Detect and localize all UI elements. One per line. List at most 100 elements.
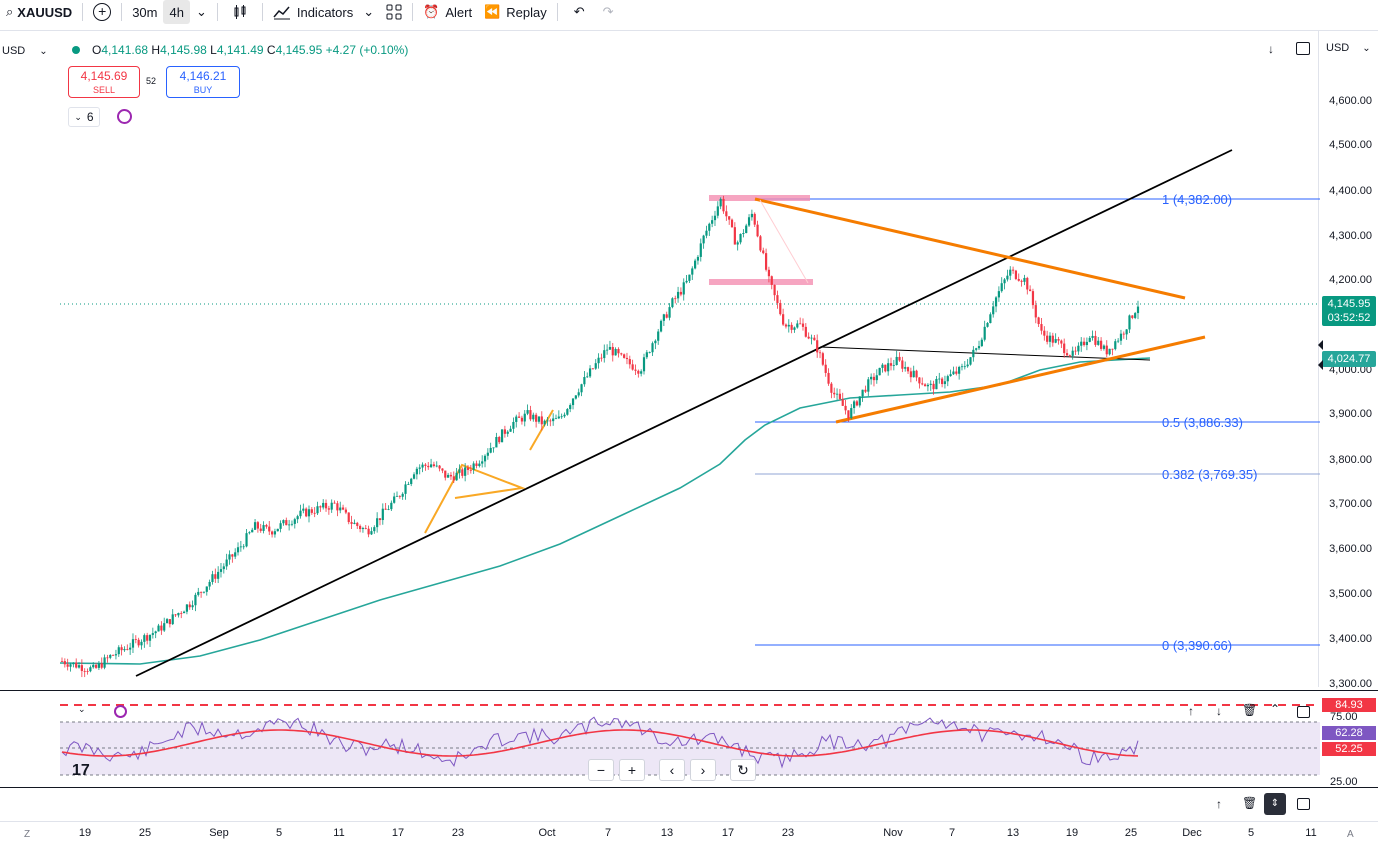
zoom-out-button[interactable]: − bbox=[588, 759, 614, 781]
pane-move-down-icon[interactable]: ↓ bbox=[1216, 704, 1222, 718]
alert-button[interactable]: ⏰ Alert bbox=[417, 0, 478, 24]
pane-maximize-icon[interactable] bbox=[1297, 706, 1310, 718]
date-tick: Nov bbox=[883, 827, 903, 839]
candle-body bbox=[461, 469, 464, 476]
candle-body bbox=[395, 495, 399, 497]
open-value: 4,141.68 bbox=[101, 43, 149, 57]
timezone-icon[interactable]: Z bbox=[24, 829, 31, 840]
auto-scale-button[interactable]: A bbox=[1347, 829, 1354, 840]
chart-type-button[interactable] bbox=[222, 0, 258, 24]
replay-button[interactable]: ⏪ Replay bbox=[478, 0, 553, 24]
bar-countdown: 03:52:52 bbox=[1327, 312, 1371, 324]
date-tick: 19 bbox=[78, 827, 92, 839]
candle-body bbox=[904, 367, 907, 369]
candle-body bbox=[796, 323, 799, 328]
candle-body bbox=[1088, 337, 1091, 342]
candle-body bbox=[997, 291, 1000, 298]
layouts-button[interactable] bbox=[380, 0, 408, 24]
candle-body bbox=[1026, 277, 1029, 290]
interval-4h[interactable]: 4h bbox=[163, 0, 190, 24]
candle-body bbox=[943, 381, 947, 385]
candle-body bbox=[512, 421, 515, 429]
candle-body bbox=[694, 260, 697, 269]
candle-body bbox=[1094, 335, 1097, 345]
candle-body bbox=[407, 484, 410, 485]
legend-dot bbox=[72, 46, 80, 54]
currency-select[interactable]: USD ⌄ bbox=[2, 42, 54, 60]
candle-body bbox=[126, 649, 129, 650]
candle-body bbox=[378, 518, 382, 521]
fullscreen-icon[interactable] bbox=[1296, 42, 1310, 55]
candle-body bbox=[219, 569, 223, 572]
candle-body bbox=[469, 469, 472, 471]
candle-body bbox=[441, 468, 444, 471]
price-chart[interactable]: 1 (4,382.00) 0.5 (3,886.33) 0.382 (3,769… bbox=[0, 60, 1320, 690]
rsi-chart[interactable]: 17 bbox=[0, 691, 1320, 787]
candle-body bbox=[722, 198, 725, 212]
date-tick: 5 bbox=[275, 827, 283, 839]
candle-body bbox=[97, 663, 101, 668]
rsi-collapse-icon[interactable]: ⌄ bbox=[78, 704, 86, 714]
candle-body bbox=[938, 378, 941, 380]
date-tick: Dec bbox=[1182, 827, 1202, 839]
download-icon[interactable]: ↓ bbox=[1268, 42, 1274, 56]
indicators-collapse-button[interactable]: ⌄ 6 bbox=[68, 107, 100, 127]
rsi-sync-icon[interactable] bbox=[114, 705, 127, 718]
candle-body bbox=[960, 366, 964, 368]
rsi-ma-line bbox=[61, 729, 1139, 757]
candle-body bbox=[341, 507, 345, 510]
candle-body bbox=[708, 223, 711, 231]
indicators-button[interactable]: Indicators ⌄ bbox=[267, 0, 380, 24]
pane-delete-icon[interactable]: 🗑 bbox=[1242, 703, 1258, 717]
indicators-label: Indicators bbox=[296, 4, 354, 20]
candle-body bbox=[1065, 353, 1069, 356]
reset-chart-button[interactable]: ↻ bbox=[730, 759, 756, 781]
candle-body bbox=[83, 670, 86, 672]
candle-body bbox=[1043, 330, 1046, 336]
candle-body bbox=[858, 396, 861, 406]
symbol-search[interactable]: ⌕ XAUUSD bbox=[0, 0, 78, 24]
compare-button[interactable]: + bbox=[87, 0, 117, 24]
candle-body bbox=[404, 484, 407, 494]
ascending-trendline bbox=[835, 335, 1206, 424]
candle-body bbox=[818, 352, 822, 354]
scroll-right-button[interactable]: › bbox=[690, 759, 716, 781]
candle-body bbox=[918, 377, 921, 384]
pane-move-up-icon[interactable]: ↑ bbox=[1188, 704, 1194, 718]
candle-body bbox=[432, 464, 436, 467]
candle-body bbox=[486, 452, 489, 456]
candle-body bbox=[887, 363, 890, 372]
candle-body bbox=[716, 206, 719, 216]
buy-button[interactable]: 4,146.21 BUY bbox=[166, 66, 240, 98]
candle-body bbox=[165, 619, 169, 624]
price-tick: 3,600.00 bbox=[1329, 543, 1372, 555]
candle-body bbox=[742, 233, 745, 234]
interval-dropdown[interactable]: ⌄ bbox=[190, 0, 213, 24]
candle-body bbox=[1102, 345, 1106, 349]
redo-button[interactable]: ↷ bbox=[597, 0, 620, 24]
candle-body bbox=[878, 367, 881, 376]
candle-body bbox=[810, 337, 813, 339]
candle-body bbox=[143, 635, 146, 642]
zoom-in-button[interactable]: + bbox=[619, 759, 645, 781]
candle-body bbox=[972, 349, 975, 358]
pane2-move-up-icon[interactable]: ↑ bbox=[1216, 797, 1222, 811]
pane2-delete-icon[interactable]: 🗑 bbox=[1242, 796, 1258, 810]
interval-30m[interactable]: 30m bbox=[132, 4, 158, 20]
axis-currency-select[interactable]: USD ⌄ bbox=[1326, 42, 1371, 54]
candle-body bbox=[861, 389, 864, 397]
price-tick: 3,400.00 bbox=[1329, 633, 1372, 645]
candle-body bbox=[671, 298, 674, 308]
separator bbox=[261, 3, 263, 21]
sync-icon[interactable] bbox=[117, 109, 132, 124]
search-icon: ⌕ bbox=[6, 4, 14, 19]
axis-divider bbox=[1318, 31, 1319, 687]
sell-button[interactable]: 4,145.69 SELL bbox=[68, 66, 140, 98]
undo-button[interactable]: ↶ bbox=[562, 0, 597, 24]
pane2-collapse-button[interactable]: ⇕ bbox=[1264, 793, 1286, 815]
scroll-left-button[interactable]: ‹ bbox=[659, 759, 685, 781]
minus-icon: − bbox=[596, 762, 606, 778]
pane-collapse-icon[interactable]: ⌃ bbox=[1270, 702, 1281, 716]
candle-body bbox=[560, 416, 563, 418]
pane2-maximize-icon[interactable] bbox=[1297, 798, 1310, 810]
